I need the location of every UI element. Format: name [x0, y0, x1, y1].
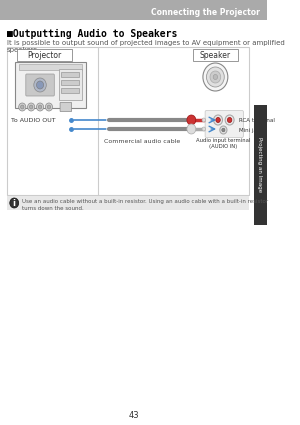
- Text: ■Outputting Audio to Speakers: ■Outputting Audio to Speakers: [7, 29, 178, 39]
- Text: It is possible to output sound of projected images to AV equipment or amplified : It is possible to output sound of projec…: [7, 40, 285, 53]
- Text: i: i: [13, 198, 16, 207]
- FancyBboxPatch shape: [17, 49, 72, 61]
- FancyBboxPatch shape: [19, 63, 82, 70]
- Text: Mini jack: Mini jack: [238, 128, 262, 133]
- Circle shape: [220, 126, 227, 134]
- FancyBboxPatch shape: [7, 47, 249, 195]
- FancyBboxPatch shape: [254, 105, 267, 225]
- FancyBboxPatch shape: [61, 88, 80, 94]
- FancyBboxPatch shape: [26, 74, 54, 96]
- Text: Projector: Projector: [27, 51, 62, 60]
- FancyBboxPatch shape: [15, 62, 86, 108]
- Circle shape: [227, 117, 232, 122]
- Text: 43: 43: [128, 411, 139, 420]
- Circle shape: [216, 117, 220, 122]
- Circle shape: [214, 115, 223, 125]
- Circle shape: [37, 103, 44, 111]
- Circle shape: [222, 128, 225, 132]
- Text: RCA terminal: RCA terminal: [238, 117, 274, 122]
- Text: Speaker: Speaker: [200, 51, 231, 60]
- Circle shape: [20, 105, 24, 109]
- Text: Commercial audio cable: Commercial audio cable: [104, 139, 181, 144]
- Circle shape: [38, 105, 42, 109]
- Circle shape: [37, 81, 44, 89]
- Circle shape: [28, 103, 35, 111]
- FancyBboxPatch shape: [59, 68, 82, 99]
- Text: To AUDIO OUT: To AUDIO OUT: [11, 118, 55, 123]
- FancyBboxPatch shape: [60, 102, 72, 111]
- Circle shape: [202, 127, 206, 131]
- Circle shape: [206, 67, 224, 87]
- Circle shape: [202, 118, 206, 122]
- Circle shape: [19, 103, 26, 111]
- Circle shape: [187, 115, 196, 125]
- Text: Projecting an Image: Projecting an Image: [257, 137, 262, 193]
- Circle shape: [187, 124, 196, 134]
- FancyBboxPatch shape: [205, 110, 243, 138]
- Circle shape: [210, 71, 221, 83]
- FancyBboxPatch shape: [193, 49, 238, 61]
- Circle shape: [213, 74, 218, 79]
- Circle shape: [34, 78, 46, 92]
- Circle shape: [225, 115, 234, 125]
- Circle shape: [29, 105, 33, 109]
- FancyBboxPatch shape: [7, 196, 249, 210]
- Text: Use an audio cable without a built-in resistor. Using an audio cable with a buil: Use an audio cable without a built-in re…: [22, 199, 268, 211]
- Text: Audio input terminal
(AUDIO IN): Audio input terminal (AUDIO IN): [196, 138, 250, 149]
- FancyBboxPatch shape: [0, 0, 267, 20]
- FancyBboxPatch shape: [61, 72, 80, 77]
- Circle shape: [10, 198, 19, 208]
- Circle shape: [45, 103, 52, 111]
- Circle shape: [203, 63, 228, 91]
- Text: Connecting the Projector: Connecting the Projector: [151, 8, 260, 17]
- FancyBboxPatch shape: [61, 80, 80, 85]
- Circle shape: [47, 105, 51, 109]
